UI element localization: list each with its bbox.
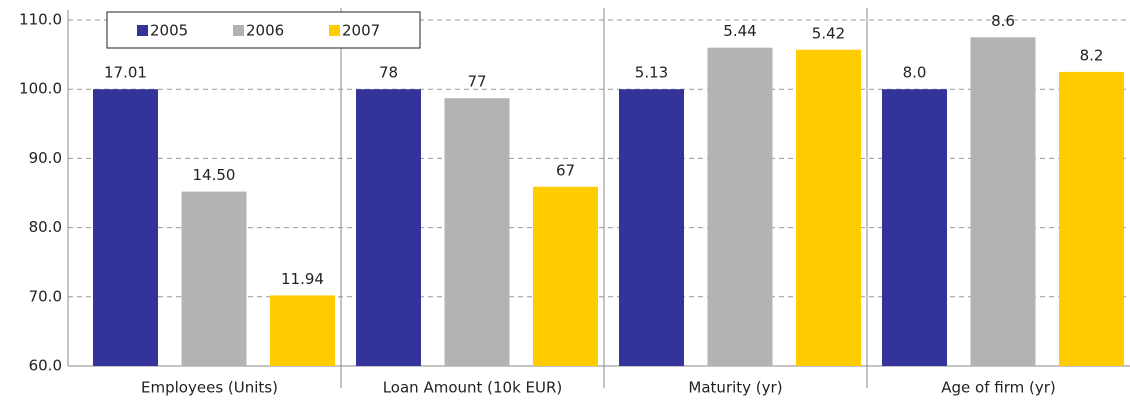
bar [796,49,861,366]
bar [619,89,684,366]
bar [270,295,335,366]
value-label: 78 [379,64,398,82]
value-label: 17.01 [104,64,147,82]
legend-swatch [329,25,340,36]
value-label: 11.94 [281,270,324,288]
y-tick-label: 110.0 [19,11,62,29]
bar [533,186,598,366]
bar [882,89,947,366]
x-tick-label: Maturity (yr) [688,379,782,397]
bar [970,37,1036,367]
value-label: 77 [467,73,486,91]
bar [93,89,158,366]
bar [181,191,247,366]
legend-box [106,11,421,49]
y-tick-label: 60.0 [29,357,62,375]
value-label: 8.2 [1080,46,1104,64]
y-tick-label: 90.0 [29,149,62,167]
x-tick-label: Loan Amount (10k EUR) [383,379,563,397]
y-tick-label: 80.0 [29,218,62,236]
bar [707,47,773,367]
bar [1059,71,1124,367]
bar [356,89,421,366]
value-label: 8.6 [991,12,1015,30]
legend-label: 2007 [342,22,380,40]
value-label: 14.50 [193,166,236,184]
y-tick-label: 70.0 [29,287,62,305]
legend-swatch [137,25,148,36]
y-tick-label: 100.0 [19,80,62,98]
value-label: 5.42 [812,24,845,42]
bar [444,98,510,367]
legend-swatch [233,25,244,36]
legend-label: 2006 [246,22,284,40]
value-label: 5.44 [723,22,756,40]
value-label: 8.0 [903,64,927,82]
legend: 2005 2006 2007 [106,11,421,49]
x-tick-label: Age of firm (yr) [941,379,1056,397]
x-tick-label: Employees (Units) [141,379,278,397]
value-label: 67 [556,161,575,179]
value-label: 5.13 [635,64,668,82]
legend-label: 2005 [150,22,188,40]
